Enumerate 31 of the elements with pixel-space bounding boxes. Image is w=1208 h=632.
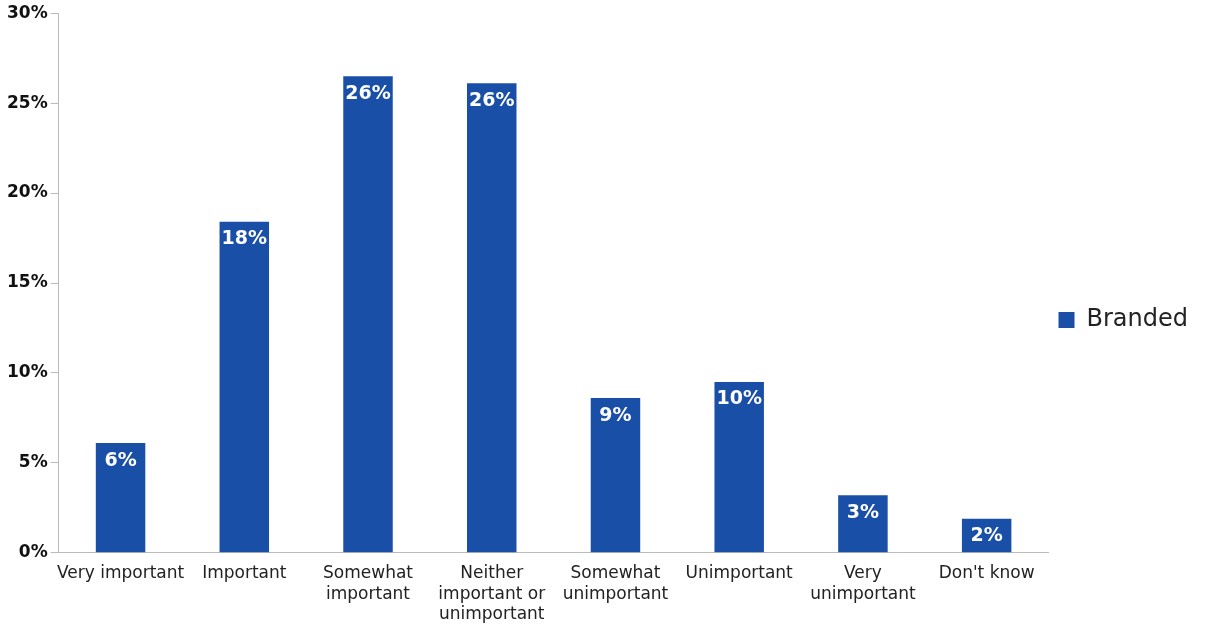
data-label: 26% (469, 87, 515, 110)
bar (466, 83, 517, 553)
y-tick-label: 25% (6, 91, 48, 112)
data-label: 9% (599, 402, 632, 425)
data-label: 26% (345, 80, 391, 103)
bar (219, 221, 270, 553)
bar (590, 398, 641, 553)
data-label: 10% (716, 386, 762, 409)
bar (95, 443, 146, 553)
x-tick-label: Very unimportant (810, 562, 917, 603)
x-tick-label: Somewhat unimportant (562, 562, 669, 603)
y-tick-label: 5% (18, 451, 48, 472)
x-tick-label: Very important (56, 562, 185, 583)
y-tick-label: 0% (18, 541, 48, 562)
y-tick-label: 10% (6, 361, 48, 382)
data-label: 6% (104, 447, 137, 470)
x-tick-label: Unimportant (685, 562, 794, 583)
x-tick-label: Important (202, 562, 287, 583)
data-label: 3% (846, 499, 880, 522)
data-label: 2% (970, 523, 1003, 546)
y-tick-label: 20% (6, 181, 48, 202)
bar (838, 495, 888, 553)
bar (714, 381, 764, 553)
data-label: 18% (221, 226, 268, 249)
x-tick-label: Neither important or unimportant (438, 562, 546, 624)
y-tick-label: 30% (6, 1, 48, 22)
x-tick-label: Don't know (938, 562, 1035, 583)
y-tick-label: 15% (6, 271, 48, 292)
bar (343, 76, 393, 553)
x-tick-label: Somewhat important (323, 562, 414, 603)
legend-label: Branded (1086, 304, 1188, 333)
